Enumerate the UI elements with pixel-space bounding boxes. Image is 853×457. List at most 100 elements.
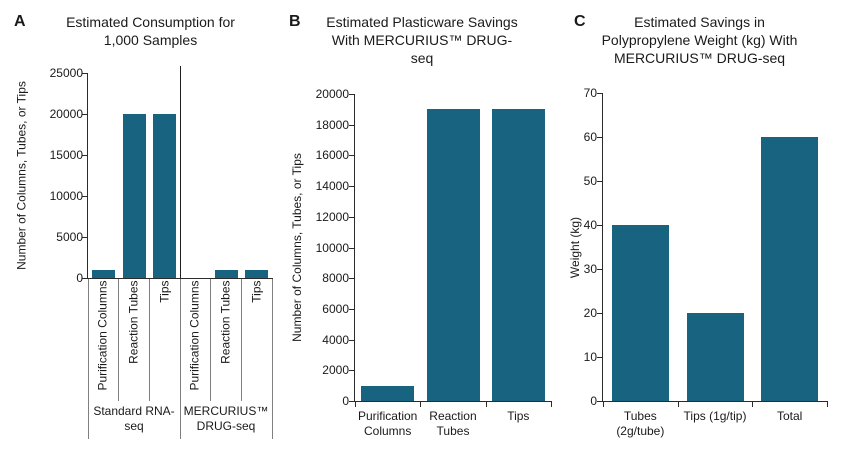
y-tick-label: 5000 bbox=[56, 230, 83, 244]
x-category-label: Tips bbox=[157, 280, 172, 303]
y-tick-mark bbox=[597, 269, 602, 270]
chart-title-c: Estimated Savings in Polypropylene Weigh… bbox=[582, 13, 817, 67]
y-tick-mark bbox=[349, 339, 354, 341]
y-tick-mark bbox=[349, 186, 354, 188]
x-category-label: Tubes (2g/tube) bbox=[616, 409, 665, 438]
bar-tubes-2g-tube- bbox=[611, 225, 669, 401]
category-divider bbox=[118, 279, 120, 401]
x-category-label: Reaction Tubes bbox=[218, 280, 233, 364]
chart-title-line: Estimated Plasticware Savings bbox=[326, 14, 518, 30]
x-category-label: Tips bbox=[507, 409, 530, 423]
y-tick-mark bbox=[349, 308, 354, 310]
x-category-label: Purification Columns bbox=[187, 280, 202, 391]
y-tick-mark bbox=[597, 137, 602, 138]
y-tick-label: 10 bbox=[583, 350, 597, 364]
x-category-label: Tips bbox=[249, 280, 264, 303]
x-tick-mark bbox=[420, 402, 422, 407]
y-tick-mark bbox=[349, 216, 354, 218]
panel-letter-a: A bbox=[14, 13, 26, 30]
bar-purification-columns bbox=[361, 385, 415, 401]
y-tick-label: 40 bbox=[583, 218, 597, 232]
y-tick-label: 8000 bbox=[322, 271, 349, 286]
category-divider bbox=[271, 279, 273, 439]
x-category-label: Purification Columns bbox=[95, 280, 110, 391]
y-tick-label: 20 bbox=[583, 306, 597, 320]
x-category-label: Purification Columns bbox=[357, 409, 418, 438]
x-axis-line bbox=[87, 278, 273, 279]
bar-tips bbox=[491, 109, 545, 401]
chart-title-line: MERCURIUS™ DRUG-seq bbox=[613, 50, 786, 66]
y-tick-label: 12000 bbox=[315, 209, 349, 224]
y-tick-mark bbox=[82, 73, 87, 74]
y-tick-label: 25000 bbox=[49, 66, 83, 80]
y-tick-mark bbox=[82, 114, 87, 115]
x-tick-mark bbox=[603, 402, 604, 407]
chart-title-line: Estimated Savings in bbox=[634, 14, 765, 30]
y-axis-line bbox=[602, 93, 603, 402]
chart-title-line: 1,000 Samples bbox=[103, 32, 198, 48]
category-divider bbox=[179, 279, 181, 439]
panel-letter-c: C bbox=[574, 13, 586, 30]
x-group-label: MERCURIUS™ DRUG-seq bbox=[183, 404, 269, 433]
y-tick-label: 18000 bbox=[315, 117, 349, 132]
y-tick-label: 4000 bbox=[322, 332, 349, 347]
y-tick-label: 0 bbox=[590, 394, 597, 408]
x-category-label: Reaction Tubes bbox=[429, 409, 477, 438]
y-tick-label: 50 bbox=[583, 174, 597, 188]
bar-reaction-tubes bbox=[426, 109, 480, 401]
y-tick-mark bbox=[82, 196, 87, 197]
bar-total bbox=[761, 137, 819, 401]
bar-purification-columns bbox=[91, 269, 115, 278]
x-tick-mark bbox=[485, 402, 487, 407]
x-tick-mark bbox=[677, 402, 679, 407]
y-tick-label: 6000 bbox=[322, 301, 349, 316]
x-tick-mark bbox=[551, 402, 552, 407]
bar-reaction-tubes bbox=[214, 269, 238, 278]
y-axis-line bbox=[354, 94, 355, 402]
category-divider bbox=[210, 279, 212, 401]
y-tick-label: 10000 bbox=[49, 189, 83, 203]
x-category-label: Total bbox=[776, 409, 803, 423]
y-tick-mark bbox=[82, 278, 87, 279]
x-tick-mark bbox=[827, 402, 828, 407]
y-tick-label: 14000 bbox=[315, 179, 349, 194]
chart-title-a: Estimated Consumption for 1,000 Samples bbox=[48, 13, 253, 49]
bar-reaction-tubes bbox=[122, 114, 146, 278]
y-tick-mark bbox=[349, 155, 354, 157]
chart-title-line: With MERCURIUS™ DRUG- bbox=[331, 32, 513, 48]
y-tick-mark bbox=[597, 313, 602, 314]
x-category-label: Tips (1g/tip) bbox=[683, 409, 747, 423]
bar-tips-1g-tip- bbox=[686, 313, 744, 401]
y-tick-mark bbox=[82, 155, 87, 156]
y-tick-mark bbox=[349, 401, 354, 402]
category-divider bbox=[148, 279, 150, 401]
x-tick-mark bbox=[752, 402, 754, 407]
y-tick-label: 70 bbox=[583, 86, 597, 100]
y-tick-mark bbox=[349, 94, 354, 95]
y-tick-label: 16000 bbox=[315, 148, 349, 163]
category-divider bbox=[87, 279, 89, 439]
y-tick-label: 20000 bbox=[49, 107, 83, 121]
panel-letter-b: B bbox=[289, 13, 301, 30]
bar-tips bbox=[245, 269, 269, 278]
y-tick-mark bbox=[349, 370, 354, 372]
chart-title-b: Estimated Plasticware Savings With MERCU… bbox=[312, 13, 532, 67]
y-tick-mark bbox=[349, 247, 354, 249]
category-divider bbox=[240, 279, 242, 401]
group-separator-line bbox=[179, 66, 181, 278]
y-tick-label: 0 bbox=[76, 271, 83, 285]
x-axis-line bbox=[354, 401, 552, 402]
x-category-label: Reaction Tubes bbox=[126, 280, 141, 364]
y-tick-label: 30 bbox=[583, 262, 597, 276]
y-tick-label: 15000 bbox=[49, 148, 83, 162]
y-tick-label: 20000 bbox=[315, 87, 349, 101]
chart-title-line: Estimated Consumption for bbox=[66, 14, 235, 30]
y-tick-mark bbox=[82, 237, 87, 238]
y-axis-label-a: Number of Columns, Tubes, or Tips bbox=[14, 81, 29, 270]
y-tick-mark bbox=[597, 93, 602, 94]
y-tick-label: 10000 bbox=[315, 240, 349, 255]
y-tick-mark bbox=[597, 225, 602, 226]
y-tick-mark bbox=[597, 181, 602, 182]
chart-title-line: Polypropylene Weight (kg) With bbox=[601, 32, 798, 48]
